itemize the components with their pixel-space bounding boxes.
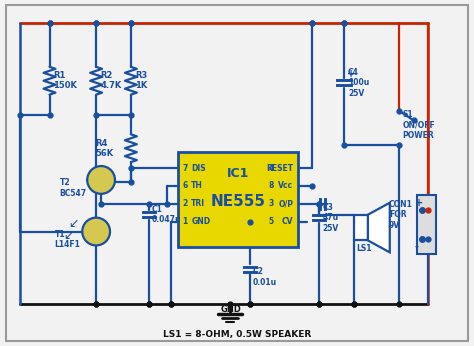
Text: C3
47u
25V: C3 47u 25V bbox=[322, 203, 338, 233]
Text: C2
0.01u: C2 0.01u bbox=[253, 267, 277, 287]
Text: +: + bbox=[415, 198, 423, 208]
Text: T2
BC547: T2 BC547 bbox=[59, 178, 87, 198]
Text: TH: TH bbox=[191, 181, 203, 190]
Text: 6: 6 bbox=[182, 181, 188, 190]
Text: CON1
FOR
9V: CON1 FOR 9V bbox=[389, 200, 413, 229]
Bar bbox=[354, 215, 368, 240]
Bar bbox=[179, 152, 298, 247]
Text: 7: 7 bbox=[182, 164, 188, 173]
Text: LS1 = 8-OHM, 0.5W SPEAKER: LS1 = 8-OHM, 0.5W SPEAKER bbox=[163, 330, 311, 339]
Text: TRI: TRI bbox=[191, 199, 206, 208]
Text: ↙: ↙ bbox=[68, 217, 79, 230]
Text: 5: 5 bbox=[269, 217, 273, 226]
Text: T1
L14F1: T1 L14F1 bbox=[55, 230, 81, 249]
Text: R1
150K: R1 150K bbox=[54, 71, 77, 90]
Text: LS1: LS1 bbox=[356, 244, 372, 253]
Text: 2: 2 bbox=[182, 199, 188, 208]
Text: O/P: O/P bbox=[279, 199, 293, 208]
Text: S1
ON/OFF
POWER: S1 ON/OFF POWER bbox=[402, 110, 436, 140]
Text: CV: CV bbox=[282, 217, 293, 226]
Text: GND: GND bbox=[191, 217, 210, 226]
Text: 3: 3 bbox=[268, 199, 273, 208]
Polygon shape bbox=[368, 203, 390, 252]
Text: ↙: ↙ bbox=[64, 229, 74, 242]
Circle shape bbox=[87, 166, 115, 194]
Text: R4
56K: R4 56K bbox=[95, 138, 113, 158]
Text: C1
0.047u: C1 0.047u bbox=[152, 205, 181, 224]
Text: R3
1K: R3 1K bbox=[135, 71, 147, 90]
Text: 4: 4 bbox=[268, 164, 273, 173]
Text: R2
4.7K: R2 4.7K bbox=[100, 71, 121, 90]
Text: 8: 8 bbox=[268, 181, 273, 190]
Text: NE555: NE555 bbox=[210, 194, 265, 209]
Text: GND: GND bbox=[220, 306, 241, 315]
Text: +: + bbox=[347, 69, 355, 79]
Bar bbox=[417, 195, 437, 254]
Text: 1: 1 bbox=[182, 217, 188, 226]
Text: C4
100u
25V: C4 100u 25V bbox=[348, 68, 369, 98]
Text: Vcc: Vcc bbox=[278, 181, 293, 190]
Text: IC1: IC1 bbox=[227, 167, 249, 181]
Text: -: - bbox=[415, 242, 419, 252]
Circle shape bbox=[82, 218, 110, 245]
Text: RESET: RESET bbox=[266, 164, 293, 173]
Text: DIS: DIS bbox=[191, 164, 206, 173]
